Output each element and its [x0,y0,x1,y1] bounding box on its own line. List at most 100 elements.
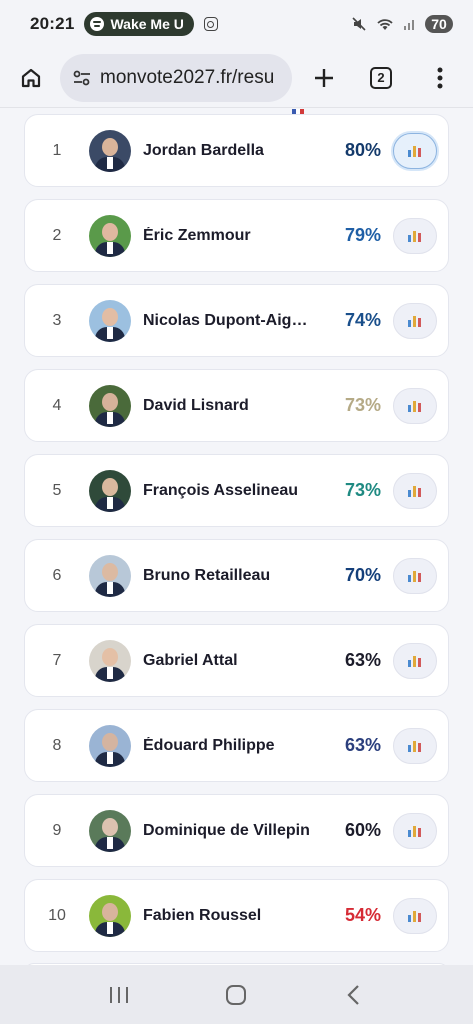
candidate-row[interactable]: 4 David Lisnard 73% [24,369,449,442]
candidate-row[interactable]: 2 Éric Zemmour 79% [24,199,449,272]
back-chevron-icon [347,984,359,1005]
candidate-rank: 5 [52,481,62,499]
candidate-row[interactable]: 7 Gabriel Attal 63% [24,624,449,697]
recents-icon [109,986,128,1003]
home-icon [21,68,41,87]
stats-button[interactable] [393,897,437,934]
media-label: Wake Me U [110,16,184,32]
candidate-avatar [89,639,131,682]
status-time: 20:21 [30,14,75,33]
candidate-avatar [89,214,131,257]
stats-button[interactable] [393,557,437,594]
signal-icon [404,20,414,30]
candidate-row[interactable]: 5 François Asselineau 73% [24,454,449,527]
candidate-percent: 70% [344,565,381,585]
home-button[interactable] [16,63,46,93]
url-text: monvote2027.fr/resu [100,66,275,88]
spotify-icon [90,17,105,31]
candidate-name: Jordan Bardella [143,141,264,159]
bar-chart-icon [408,230,421,242]
stats-button[interactable] [393,302,437,339]
results-list: 1 Jordan Bardella 80% 2 Éric Zemmour 79%… [0,108,473,965]
candidate-row[interactable]: 6 Bruno Retailleau 70% [24,539,449,612]
candidate-row[interactable]: 10 Fabien Roussel 54% [24,879,449,952]
recents-button[interactable] [99,975,139,1015]
overflow-menu-button[interactable] [424,62,456,94]
candidate-percent: 79% [344,225,381,245]
candidate-name: Éric Zemmour [143,226,251,244]
battery-indicator: 70 [425,15,453,33]
system-nav-bar [0,965,473,1024]
tab-switcher-button[interactable]: 2 [370,66,392,89]
candidate-percent: 63% [344,650,381,670]
french-flag-icon [292,109,304,114]
candidate-rank: 8 [52,736,62,754]
new-tab-button[interactable] [308,62,340,94]
candidate-name: Bruno Retailleau [143,566,271,584]
candidate-row[interactable]: 8 Édouard Philippe 63% [24,709,449,782]
candidate-name: Édouard Philippe [143,736,275,754]
candidate-rank: 4 [52,396,62,414]
bar-chart-icon [408,655,421,667]
address-bar[interactable]: monvote2027.fr/resu [60,53,292,102]
candidate-name: David Lisnard [143,396,249,414]
candidate-name: Nicolas Dupont-Aign… [143,311,315,329]
candidate-avatar [89,724,131,767]
candidate-rank: 7 [52,651,62,669]
status-bar: 20:21 Wake Me U 70 [0,0,473,48]
mute-icon [352,17,366,31]
candidate-row[interactable]: 1 Jordan Bardella 80% [24,114,449,187]
bar-chart-icon [408,740,421,752]
stats-button[interactable] [393,642,437,679]
bar-chart-icon [408,315,421,327]
candidate-rank: 6 [52,566,62,584]
browser-toolbar: monvote2027.fr/resu 2 [0,48,473,108]
stats-button[interactable] [393,217,437,254]
candidate-rank: 3 [52,311,62,329]
plus-icon [315,68,333,87]
bar-chart-icon [408,825,421,837]
bar-chart-icon [408,485,421,497]
candidate-name: Fabien Roussel [143,906,262,924]
bar-chart-icon [408,910,421,922]
stats-button[interactable] [393,132,437,169]
candidate-name: François Asselineau [143,481,299,499]
candidate-percent: 74% [344,310,381,330]
candidate-name: Gabriel Attal [143,651,238,669]
bar-chart-icon [408,570,421,582]
candidate-avatar [89,469,131,512]
media-notification-pill[interactable]: Wake Me U [84,12,194,36]
stats-button[interactable] [393,472,437,509]
candidate-avatar [89,299,131,342]
candidate-avatar [89,129,131,172]
candidate-row[interactable]: 3 Nicolas Dupont-Aign… 74% [24,284,449,357]
candidate-percent: 60% [344,820,381,840]
candidate-avatar [89,809,131,852]
candidate-rank: 9 [52,821,62,839]
candidate-percent: 54% [344,905,381,925]
candidate-rank: 10 [48,906,66,924]
candidate-percent: 73% [344,480,381,500]
candidate-name: Dominique de Villepin [143,821,310,839]
candidate-avatar [89,384,131,427]
candidate-avatar [89,554,131,597]
candidate-rank: 2 [52,226,62,244]
more-vert-icon [437,67,443,88]
candidate-percent: 63% [344,735,381,755]
candidate-percent: 73% [344,395,381,415]
stats-button[interactable] [393,812,437,849]
candidate-percent: 80% [344,140,381,160]
stats-button[interactable] [393,387,437,424]
stats-button[interactable] [393,727,437,764]
instagram-icon [203,17,218,31]
bar-chart-icon [408,400,421,412]
candidate-rank: 1 [52,141,62,159]
home-nav-button[interactable] [216,975,256,1015]
bar-chart-icon [408,145,421,157]
candidate-avatar [89,894,131,937]
candidate-row[interactable]: 9 Dominique de Villepin 60% [24,794,449,867]
site-settings-icon[interactable] [72,68,92,88]
wifi-icon [377,19,393,30]
back-button[interactable] [334,975,374,1015]
home-circle-icon [226,984,247,1005]
